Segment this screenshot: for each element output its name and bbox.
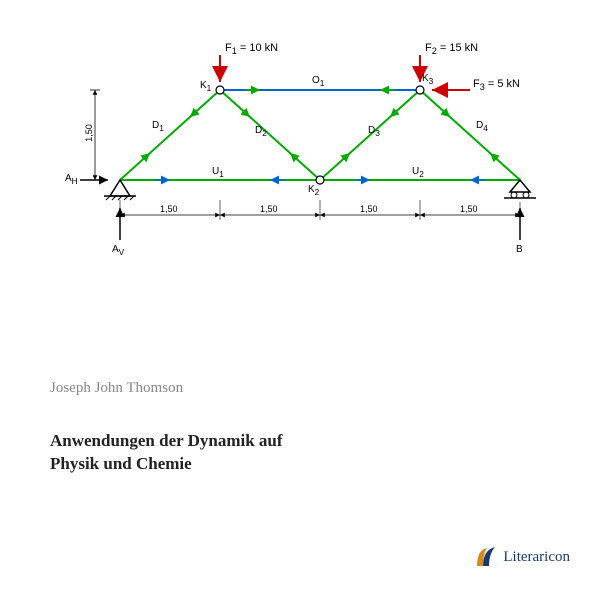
label-o1: O1 bbox=[312, 75, 324, 88]
publisher-name: Literaricon bbox=[503, 549, 570, 566]
truss-svg bbox=[60, 40, 540, 280]
label-k3: K3 bbox=[422, 73, 433, 86]
label-d2: D2 bbox=[255, 125, 267, 138]
label-av: AV bbox=[112, 244, 124, 257]
label-k2: K2 bbox=[308, 184, 319, 197]
label-d1: D1 bbox=[152, 120, 164, 133]
label-f3: F3 = 5 kN bbox=[473, 78, 520, 92]
label-d4: D4 bbox=[476, 120, 488, 133]
label-b: B bbox=[516, 244, 523, 255]
dim-h1: 1,50 bbox=[160, 204, 178, 214]
truss-diagram: F1 = 10 kN F2 = 15 kN F3 = 5 kN K1 K2 K3… bbox=[60, 40, 540, 280]
publisher-logo: Literaricon bbox=[473, 544, 570, 570]
dim-h3: 1,50 bbox=[360, 204, 378, 214]
author-name: Joseph John Thomson bbox=[50, 380, 183, 397]
label-ah: AH bbox=[65, 173, 78, 186]
book-title: Anwendungen der Dynamik auf Physik und C… bbox=[50, 430, 283, 476]
label-f1: F1 = 10 kN bbox=[225, 42, 278, 56]
label-d3: D3 bbox=[368, 125, 380, 138]
label-u2: U2 bbox=[412, 166, 424, 179]
dim-h2: 1,50 bbox=[260, 204, 278, 214]
label-u1: U1 bbox=[212, 166, 224, 179]
publisher-icon bbox=[473, 544, 499, 570]
dim-v: 1,50 bbox=[84, 124, 94, 142]
dim-h4: 1,50 bbox=[460, 204, 478, 214]
label-k1: K1 bbox=[200, 80, 211, 93]
label-f2: F2 = 15 kN bbox=[425, 42, 478, 56]
